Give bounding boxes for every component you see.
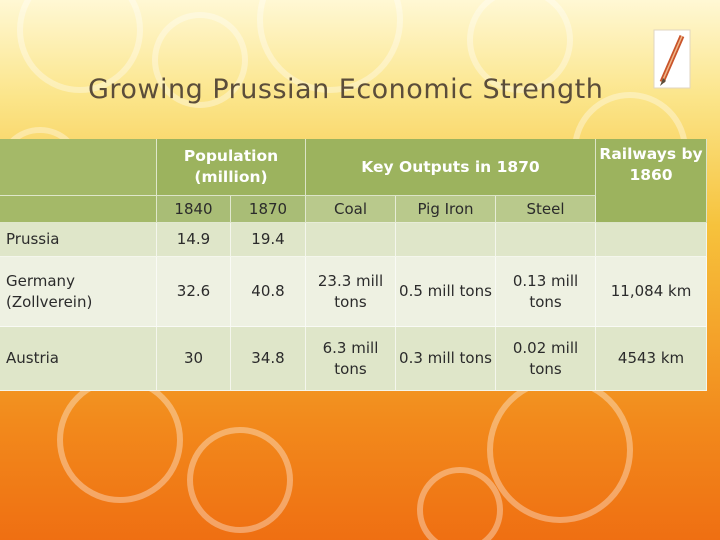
row-country: Prussia	[0, 223, 157, 257]
cell-pig-iron	[396, 223, 496, 257]
row-country: Austria	[0, 327, 157, 391]
subheader-coal: Coal	[306, 196, 396, 223]
cell-steel	[496, 223, 597, 257]
cell-railways	[596, 223, 708, 257]
subheader-corner	[0, 196, 157, 223]
subheader-1870: 1870	[231, 196, 306, 223]
row-country: Germany (Zollverein)	[0, 257, 157, 327]
cell-pig-iron: 0.3 mill tons	[396, 327, 496, 391]
header-outputs: Key Outputs in 1870	[306, 139, 597, 196]
table-row: Prussia 14.9 19.4	[0, 223, 708, 257]
cell-steel: 0.02 mill tons	[496, 327, 597, 391]
header-railways: Railways by 1860	[596, 139, 708, 223]
slide-title: Growing Prussian Economic Strength	[88, 74, 604, 105]
cell-pop-1870: 19.4	[231, 223, 306, 257]
cell-coal: 6.3 mill tons	[306, 327, 396, 391]
table-row: Germany (Zollverein) 32.6 40.8 23.3 mill…	[0, 257, 708, 327]
subheader-steel: Steel	[496, 196, 597, 223]
cell-railways: 11,084 km	[596, 257, 708, 327]
cell-pop-1870: 34.8	[231, 327, 306, 391]
table-header-row: Population (million) Key Outputs in 1870…	[0, 139, 708, 223]
cell-pop-1840: 14.9	[157, 223, 231, 257]
subheader-1840: 1840	[157, 196, 231, 223]
cell-pop-1840: 32.6	[157, 257, 231, 327]
header-corner	[0, 139, 157, 196]
subheader-pig-iron: Pig Iron	[396, 196, 496, 223]
table-row: Austria 30 34.8 6.3 mill tons 0.3 mill t…	[0, 327, 708, 391]
cell-steel: 0.13 mill tons	[496, 257, 597, 327]
cell-railways: 4543 km	[596, 327, 708, 391]
header-population: Population (million)	[157, 139, 306, 196]
pencil-icon	[653, 29, 691, 89]
cell-coal: 23.3 mill tons	[306, 257, 396, 327]
cell-pig-iron: 0.5 mill tons	[396, 257, 496, 327]
economic-strength-table: Population (million) Key Outputs in 1870…	[0, 139, 708, 391]
cell-pop-1840: 30	[157, 327, 231, 391]
cell-pop-1870: 40.8	[231, 257, 306, 327]
table-subheader-row: 1840 1870 Coal Pig Iron Steel	[0, 196, 707, 223]
cell-coal	[306, 223, 396, 257]
